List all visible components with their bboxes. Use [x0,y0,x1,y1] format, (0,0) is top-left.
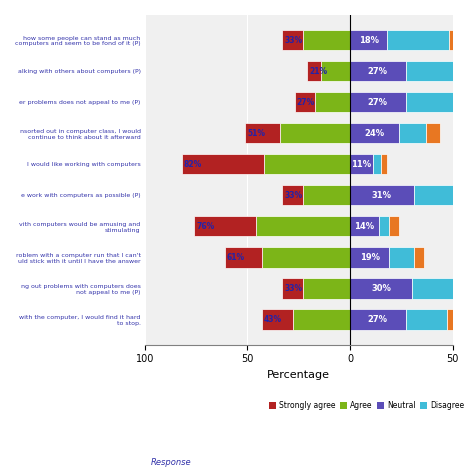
Bar [246,123,280,143]
Bar [381,154,387,174]
Bar [350,185,414,205]
Text: 43%: 43% [264,315,282,324]
Bar [350,278,412,299]
Bar [264,154,350,174]
Text: 61%: 61% [227,253,245,262]
Bar [255,216,350,237]
Bar [295,92,315,112]
Bar [350,310,406,329]
Text: 27%: 27% [368,315,388,324]
Bar [262,247,350,267]
Bar [303,30,350,50]
Bar [406,61,474,81]
Text: 19%: 19% [360,253,380,262]
Text: 27%: 27% [297,98,315,107]
Text: 27%: 27% [368,67,388,76]
Bar [379,216,389,237]
Bar [283,185,303,205]
Bar [194,216,255,237]
Text: 76%: 76% [196,222,214,231]
Text: 21%: 21% [309,67,327,76]
Bar [426,123,440,143]
Text: 33%: 33% [284,191,302,200]
Bar [350,154,373,174]
Text: 51%: 51% [247,129,265,138]
Bar [465,185,474,205]
Bar [303,185,350,205]
Bar [283,278,303,299]
Bar [292,310,350,329]
Bar [389,216,400,237]
Bar [321,61,350,81]
Bar [447,310,461,329]
Bar [262,310,292,329]
Text: 11%: 11% [351,160,372,169]
Text: 24%: 24% [365,129,385,138]
Text: 33%: 33% [284,36,302,45]
Bar [283,30,303,50]
Bar [449,30,469,50]
Bar [350,216,379,237]
Bar [414,247,424,267]
Bar [315,92,350,112]
Bar [350,123,400,143]
Bar [350,247,389,267]
Text: 30%: 30% [371,284,391,293]
Bar [373,154,381,174]
Text: 82%: 82% [184,160,202,169]
Text: Response: Response [150,458,191,466]
Bar [389,247,414,267]
Text: 33%: 33% [284,284,302,293]
Bar [280,123,350,143]
Bar [225,247,262,267]
Bar [350,30,387,50]
Bar [350,61,406,81]
Bar [414,185,465,205]
Text: 27%: 27% [368,98,388,107]
Bar [350,92,406,112]
Bar [307,61,321,81]
X-axis label: Percentage: Percentage [267,370,330,380]
Text: 18%: 18% [359,36,379,45]
Bar [387,30,449,50]
Bar [303,278,350,299]
Text: 14%: 14% [355,222,374,231]
Bar [182,154,264,174]
Bar [406,92,474,112]
Bar [400,123,426,143]
Bar [412,278,467,299]
Legend: Strongly agree, Agree, Neutral, Disagree: Strongly agree, Agree, Neutral, Disagree [265,398,468,413]
Bar [406,310,447,329]
Bar [467,278,474,299]
Text: 31%: 31% [372,191,392,200]
